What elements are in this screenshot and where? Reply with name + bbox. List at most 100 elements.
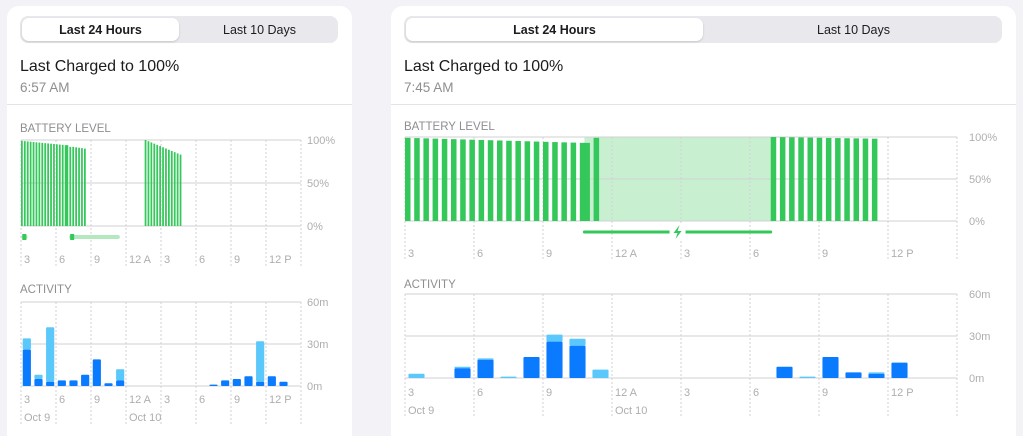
activity-time-tick: 12 A bbox=[129, 394, 152, 406]
activity-bar-screen-on bbox=[868, 373, 885, 378]
battery-axis-label: 0% bbox=[307, 221, 323, 233]
tab-last-24-hours[interactable]: Last 24 Hours bbox=[406, 18, 703, 41]
battery-time-tick: 9 bbox=[234, 254, 240, 266]
activity-bar-screen-on bbox=[279, 381, 288, 386]
activity-bar-screen-off bbox=[408, 373, 425, 378]
battery-axis-label: 100% bbox=[969, 132, 997, 144]
battery-bar bbox=[460, 139, 466, 221]
activity-time-tick: 9 bbox=[94, 394, 100, 406]
battery-bar bbox=[414, 138, 420, 221]
battery-bar bbox=[533, 141, 540, 221]
date-label: Oct 9 bbox=[408, 405, 434, 417]
battery-bar bbox=[552, 142, 558, 221]
tab-last-10-days[interactable]: Last 10 Days bbox=[817, 22, 890, 37]
battery-time-tick: 12 P bbox=[269, 254, 292, 266]
battery-bar bbox=[147, 141, 150, 226]
activity-bar-screen-off bbox=[500, 376, 517, 378]
tab-last-10-days[interactable]: Last 10 Days bbox=[223, 22, 296, 37]
battery-bar bbox=[156, 144, 159, 226]
activity-bar-screen-on bbox=[822, 357, 839, 378]
activity-bar-screen-off bbox=[34, 374, 43, 379]
battery-bar bbox=[35, 142, 38, 226]
battery-time-tick: 3 bbox=[684, 248, 690, 260]
battery-bar bbox=[84, 148, 86, 226]
battery-bar bbox=[38, 142, 41, 226]
battery-bar bbox=[515, 141, 521, 221]
battery-activity-chart-right: BATTERY LEVEL 100% 50% 0% 3 6 9 12 A 3 6 9 12 P ACTI… bbox=[404, 121, 997, 418]
battery-time-tick: 3 bbox=[24, 254, 30, 266]
activity-time-tick: 12 P bbox=[269, 394, 292, 406]
activity-axis-label: 30m bbox=[969, 331, 990, 343]
tab-last-24-hours[interactable]: Last 24 Hours bbox=[22, 18, 179, 41]
time-range-segmented-control: Last 24 Hours Last 10 Days bbox=[20, 16, 338, 43]
activity-bar-screen-off bbox=[454, 366, 471, 369]
activity-axis-label: 60m bbox=[969, 289, 990, 301]
activity-time-tick: 3 bbox=[684, 387, 690, 399]
battery-bar bbox=[478, 139, 485, 221]
battery-bar bbox=[789, 137, 795, 221]
time-range-segmented-control: Last 24 Hours Last 10 Days bbox=[404, 16, 1002, 43]
activity-bar-screen-on bbox=[244, 376, 253, 386]
battery-axis-label: 50% bbox=[969, 174, 991, 186]
activity-time-tick: 3 bbox=[408, 387, 414, 399]
battery-bar bbox=[75, 147, 77, 226]
activity-time-tick: 3 bbox=[24, 394, 30, 406]
activity-bar-screen-on bbox=[22, 349, 31, 386]
activity-bar-screen-on bbox=[209, 384, 218, 386]
battery-time-tick: 9 bbox=[94, 254, 100, 266]
activity-time-tick: 9 bbox=[234, 394, 240, 406]
battery-bar bbox=[21, 140, 23, 226]
battery-time-tick: 6 bbox=[477, 248, 483, 260]
last-charged-time: 7:45 AM bbox=[404, 80, 454, 95]
activity-bar-screen-off bbox=[22, 338, 31, 350]
battery-time-tick: 9 bbox=[822, 248, 828, 260]
battery-bar bbox=[58, 144, 61, 226]
battery-bar bbox=[853, 138, 860, 221]
battery-bar bbox=[570, 142, 577, 221]
battery-bar bbox=[816, 137, 823, 221]
activity-bar-screen-off bbox=[799, 376, 816, 378]
battery-bar bbox=[61, 144, 64, 226]
lightning-bolt-icon bbox=[673, 225, 682, 239]
date-label: Oct 10 bbox=[129, 412, 161, 424]
battery-bar bbox=[871, 138, 878, 221]
activity-bar-screen-on bbox=[256, 381, 265, 386]
last-charged-time: 6:57 AM bbox=[20, 80, 70, 95]
activity-time-tick: 12 P bbox=[891, 387, 914, 399]
battery-bar bbox=[170, 150, 173, 226]
activity-bar-screen-on bbox=[546, 341, 563, 378]
battery-bar bbox=[23, 141, 26, 226]
activity-bar-screen-on bbox=[523, 357, 540, 378]
battery-bar bbox=[487, 140, 494, 221]
battery-bar bbox=[807, 137, 814, 221]
activity-bar-screen-on bbox=[454, 368, 471, 378]
activity-bar-screen-on bbox=[232, 379, 241, 386]
activity-bar-screen-on bbox=[46, 381, 55, 386]
activity-time-tick: 6 bbox=[199, 394, 205, 406]
activity-bar-screen-on bbox=[57, 380, 66, 386]
battery-bar bbox=[451, 139, 457, 221]
battery-time-tick: 9 bbox=[546, 248, 552, 260]
activity-time-tick: 6 bbox=[753, 387, 759, 399]
activity-bar-screen-on bbox=[477, 359, 494, 378]
activity-time-tick: 6 bbox=[477, 387, 483, 399]
activity-heading: ACTIVITY bbox=[20, 284, 72, 296]
battery-bar bbox=[432, 138, 439, 221]
battery-time-tick: 6 bbox=[59, 254, 65, 266]
battery-bar bbox=[165, 148, 167, 226]
battery-time-tick: 6 bbox=[199, 254, 205, 266]
battery-bar bbox=[579, 142, 586, 221]
divider bbox=[391, 104, 1016, 105]
activity-time-tick: 9 bbox=[546, 387, 552, 399]
date-label: Oct 9 bbox=[24, 412, 50, 424]
battery-bar bbox=[179, 154, 182, 226]
battery-bar bbox=[770, 137, 777, 221]
activity-time-tick: 9 bbox=[822, 387, 828, 399]
battery-bar bbox=[41, 142, 44, 226]
battery-level-heading: BATTERY LEVEL bbox=[20, 123, 111, 135]
battery-bar bbox=[72, 146, 75, 226]
activity-bar-screen-off bbox=[116, 369, 125, 381]
activity-bar-screen-off bbox=[46, 327, 55, 382]
battery-bar bbox=[497, 140, 503, 221]
activity-time-tick: 3 bbox=[164, 394, 170, 406]
